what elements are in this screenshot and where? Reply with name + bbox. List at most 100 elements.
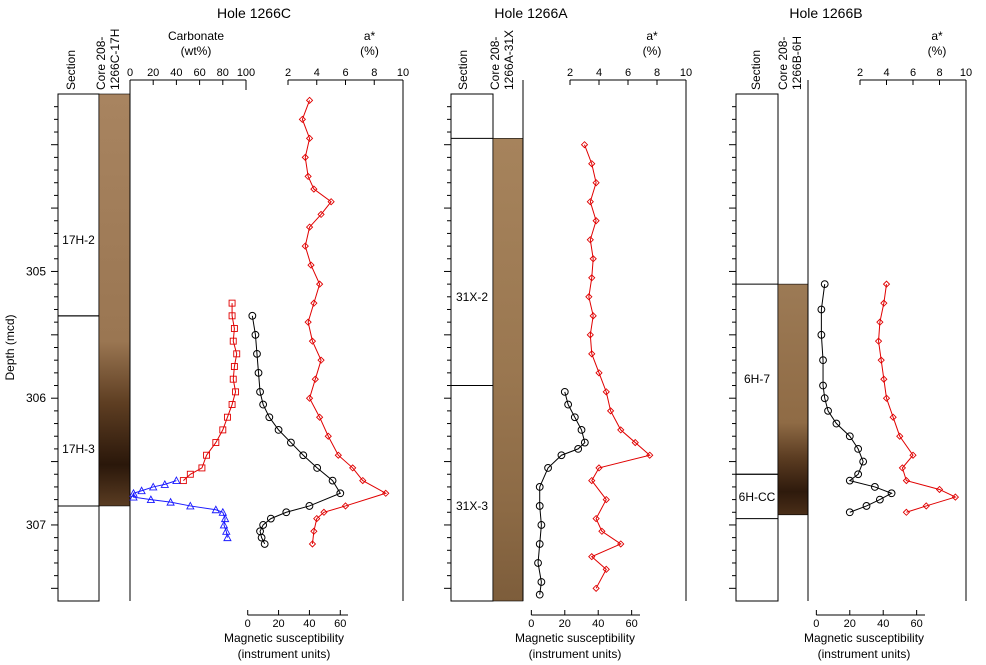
panel-title: Hole 1266A <box>494 5 568 21</box>
core-header: 1266C-17H <box>108 29 122 90</box>
astar-tick-label: 4 <box>883 67 889 79</box>
magsus-point <box>251 330 260 339</box>
astar-axis-unit: (%) <box>928 44 947 58</box>
magsus-axis-unit: (instrument units) <box>529 647 622 661</box>
astar-point <box>602 565 610 573</box>
carbonate-point <box>228 312 236 320</box>
magsus-point <box>287 438 295 447</box>
magsus-point <box>266 514 275 523</box>
magsus-point <box>870 483 879 491</box>
astar-tick-label: 10 <box>960 67 972 79</box>
panel-title: Hole 1266C <box>217 5 291 21</box>
astar-point <box>349 464 357 472</box>
magsus-tick-label: 20 <box>559 618 571 630</box>
astar-point <box>382 489 390 497</box>
astar-point <box>617 540 625 548</box>
carbonate-tick-label: 80 <box>217 67 229 79</box>
magsus-point <box>535 483 544 491</box>
magsus-point <box>248 311 257 320</box>
magsus-series-line <box>537 391 586 595</box>
section-label: 17H-2 <box>62 233 95 247</box>
astar-point <box>585 293 593 301</box>
magsus-point <box>259 400 268 409</box>
carbonate-axis-unit: (wt%) <box>181 44 212 58</box>
carbonate-point <box>229 375 237 383</box>
carbonate-b-point <box>129 488 138 497</box>
astar-point <box>589 312 597 320</box>
carbonate-b-point <box>137 486 146 495</box>
carbonate-point <box>230 325 238 332</box>
astar-point <box>896 432 904 440</box>
magsus-tick-label: 40 <box>303 618 315 630</box>
carbonate-point <box>228 401 236 408</box>
astar-point <box>313 514 321 523</box>
astar-point <box>301 153 309 162</box>
astar-point <box>598 527 606 535</box>
astar-point <box>606 407 615 415</box>
magsus-point <box>875 495 884 504</box>
astar-point <box>882 280 891 288</box>
magsus-point <box>845 476 854 485</box>
astar-point <box>602 388 610 396</box>
astar-point <box>586 331 594 339</box>
magsus-point <box>832 419 841 428</box>
astar-point <box>311 375 319 383</box>
magsus-tick-label: 60 <box>911 618 923 630</box>
astar-point <box>588 350 596 358</box>
astar-point <box>586 236 594 244</box>
astar-point <box>646 451 654 459</box>
astar-axis-label: a* <box>931 29 943 43</box>
magsus-point <box>845 432 854 441</box>
carbonate-tick-label: 0 <box>127 67 133 79</box>
magsus-axis-unit: (instrument units) <box>818 647 911 661</box>
carbonate-b-point <box>220 514 230 523</box>
carbonate-tick-label: 40 <box>170 67 182 79</box>
section-label: 17H-3 <box>62 442 95 456</box>
magsus-point <box>819 381 827 390</box>
astar-point <box>327 198 335 206</box>
magsus-point <box>259 521 268 529</box>
magsus-point <box>845 508 854 517</box>
magsus-point <box>253 349 261 358</box>
astar-point <box>588 553 596 561</box>
magsus-point <box>854 470 863 479</box>
section-header: Section <box>456 50 470 90</box>
astar-point <box>310 185 318 193</box>
astar-point <box>324 432 332 440</box>
magsus-point <box>274 425 283 434</box>
carbonate-point <box>228 299 236 307</box>
magsus-point <box>535 540 544 548</box>
magsus-tick-label: 40 <box>592 618 604 630</box>
section-label: 6H-CC <box>739 490 776 504</box>
astar-point <box>595 369 603 377</box>
magsus-point <box>534 559 542 567</box>
magsus-point <box>535 502 544 510</box>
carbonate-b-point <box>218 507 228 516</box>
astar-point <box>580 141 589 149</box>
astar-series-line <box>584 144 651 589</box>
core-photo <box>98 93 131 507</box>
magsus-point <box>282 508 291 517</box>
panel-title: Hole 1266B <box>789 5 862 21</box>
magsus-point <box>854 445 863 453</box>
carbonate-b-point <box>211 505 221 514</box>
depth-tick-label: 305 <box>26 264 46 278</box>
astar-point <box>589 255 597 263</box>
carbonate-b-point <box>172 476 181 485</box>
magsus-axis-label: Magnetic susceptibility <box>804 631 924 645</box>
carbonate-b-point <box>160 479 170 488</box>
astar-point <box>935 485 944 494</box>
astar-point <box>880 299 888 307</box>
core-photo <box>492 138 524 602</box>
magsus-point <box>570 413 579 422</box>
astar-tick-label: 8 <box>936 67 942 79</box>
magsus-tick-label: 20 <box>844 618 856 630</box>
magsus-point <box>580 438 589 447</box>
carbonate-point <box>219 426 227 434</box>
magsus-point <box>824 406 832 415</box>
astar-point <box>304 172 312 181</box>
carbonate-b-point <box>146 495 156 504</box>
astar-point <box>310 299 318 307</box>
astar-axis-label: a* <box>646 29 658 43</box>
